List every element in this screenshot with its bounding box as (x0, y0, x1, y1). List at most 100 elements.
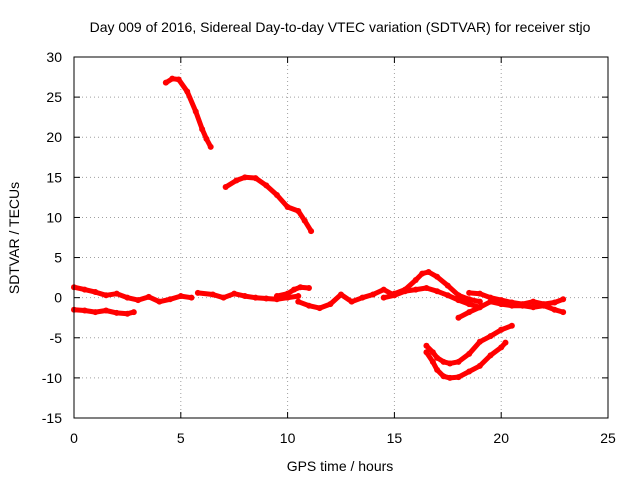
y-tick-label: 15 (46, 169, 62, 185)
data-point (402, 288, 409, 295)
data-point (273, 293, 280, 300)
data-point (194, 289, 201, 296)
data-point (498, 297, 505, 304)
data-point (487, 294, 494, 301)
data-point (455, 314, 462, 321)
data-point (231, 290, 238, 297)
data-point (295, 208, 302, 215)
data-point (124, 294, 131, 301)
x-tick-label: 20 (493, 430, 509, 446)
series-arc-5 (195, 290, 301, 302)
data-point (455, 374, 462, 381)
data-point (263, 295, 270, 302)
data-point (466, 309, 473, 316)
data-point (113, 290, 120, 297)
data-point (519, 301, 526, 308)
data-point (177, 293, 184, 300)
data-point (466, 350, 473, 357)
data-point (316, 305, 323, 312)
y-tick-label: 20 (46, 129, 62, 145)
data-point (466, 296, 473, 303)
y-tick-label: 25 (46, 89, 62, 105)
series-arc-2 (223, 174, 314, 234)
data-point (103, 307, 110, 314)
data-point (297, 284, 304, 291)
data-point (466, 289, 473, 296)
data-point (295, 298, 302, 305)
x-axis-label: GPS time / hours (287, 458, 394, 474)
x-tick-label: 0 (70, 430, 78, 446)
data-point (444, 292, 451, 299)
data-point (233, 177, 240, 184)
data-point (434, 273, 441, 280)
x-tick-label: 5 (177, 430, 185, 446)
series-layer (71, 75, 567, 381)
data-point (487, 352, 494, 359)
data-point (184, 88, 191, 95)
data-point (167, 296, 174, 303)
axes: 0 5 10 15 20 25 -15 -10 -5 0 5 10 15 20 25 30 (42, 49, 616, 446)
data-point (429, 358, 436, 365)
data-point (466, 301, 473, 308)
data-point (476, 338, 483, 345)
data-point (209, 291, 216, 298)
data-point (423, 342, 430, 349)
data-point (295, 293, 302, 300)
data-point (305, 302, 312, 309)
data-point (446, 360, 453, 367)
data-point (103, 292, 110, 299)
data-point (263, 182, 270, 189)
y-tick-label: -10 (42, 370, 62, 386)
data-point (241, 293, 248, 300)
data-point (348, 298, 355, 305)
data-point (199, 126, 206, 133)
data-point (391, 292, 398, 299)
x-tick-label: 15 (387, 430, 403, 446)
chart-title: Day 009 of 2016, Sidereal Day-to-day VTE… (90, 19, 591, 35)
y-axis-label: SDTVAR / TECUs (6, 182, 22, 294)
data-point (560, 296, 567, 303)
data-point (412, 286, 419, 293)
data-point (81, 307, 88, 314)
series-arc-9 (381, 285, 483, 310)
data-point (476, 290, 483, 297)
data-point (434, 354, 441, 361)
data-point (301, 217, 308, 224)
data-point (455, 358, 462, 365)
x-tick-label: 10 (280, 430, 296, 446)
data-point (241, 174, 248, 181)
series-arc-12 (423, 327, 504, 366)
data-point (145, 293, 152, 300)
data-point (81, 286, 88, 293)
data-point (551, 299, 558, 306)
data-point (192, 108, 199, 115)
series-arc-3 (71, 284, 194, 305)
data-point (560, 309, 567, 316)
y-tick-label: 0 (54, 290, 62, 306)
data-point (252, 175, 259, 182)
data-point (338, 291, 344, 298)
data-point (113, 309, 120, 316)
data-point (92, 289, 99, 296)
data-point (476, 304, 483, 311)
data-point (380, 286, 387, 293)
x-tick-label: 25 (600, 430, 616, 446)
data-point (203, 135, 210, 142)
data-point (327, 301, 334, 308)
data-point (476, 362, 483, 369)
data-point (412, 277, 419, 284)
data-point (273, 191, 280, 198)
y-tick-label: -5 (50, 330, 63, 346)
data-point (156, 298, 163, 305)
data-point (175, 76, 182, 83)
data-point (498, 344, 505, 351)
data-point (440, 358, 447, 365)
data-point (92, 309, 99, 316)
series-arc-7 (295, 287, 397, 311)
data-point (370, 291, 377, 298)
data-point (284, 290, 291, 297)
y-tick-label: 10 (46, 209, 62, 225)
data-point (252, 294, 259, 301)
data-point (434, 288, 441, 295)
data-point (444, 282, 451, 289)
